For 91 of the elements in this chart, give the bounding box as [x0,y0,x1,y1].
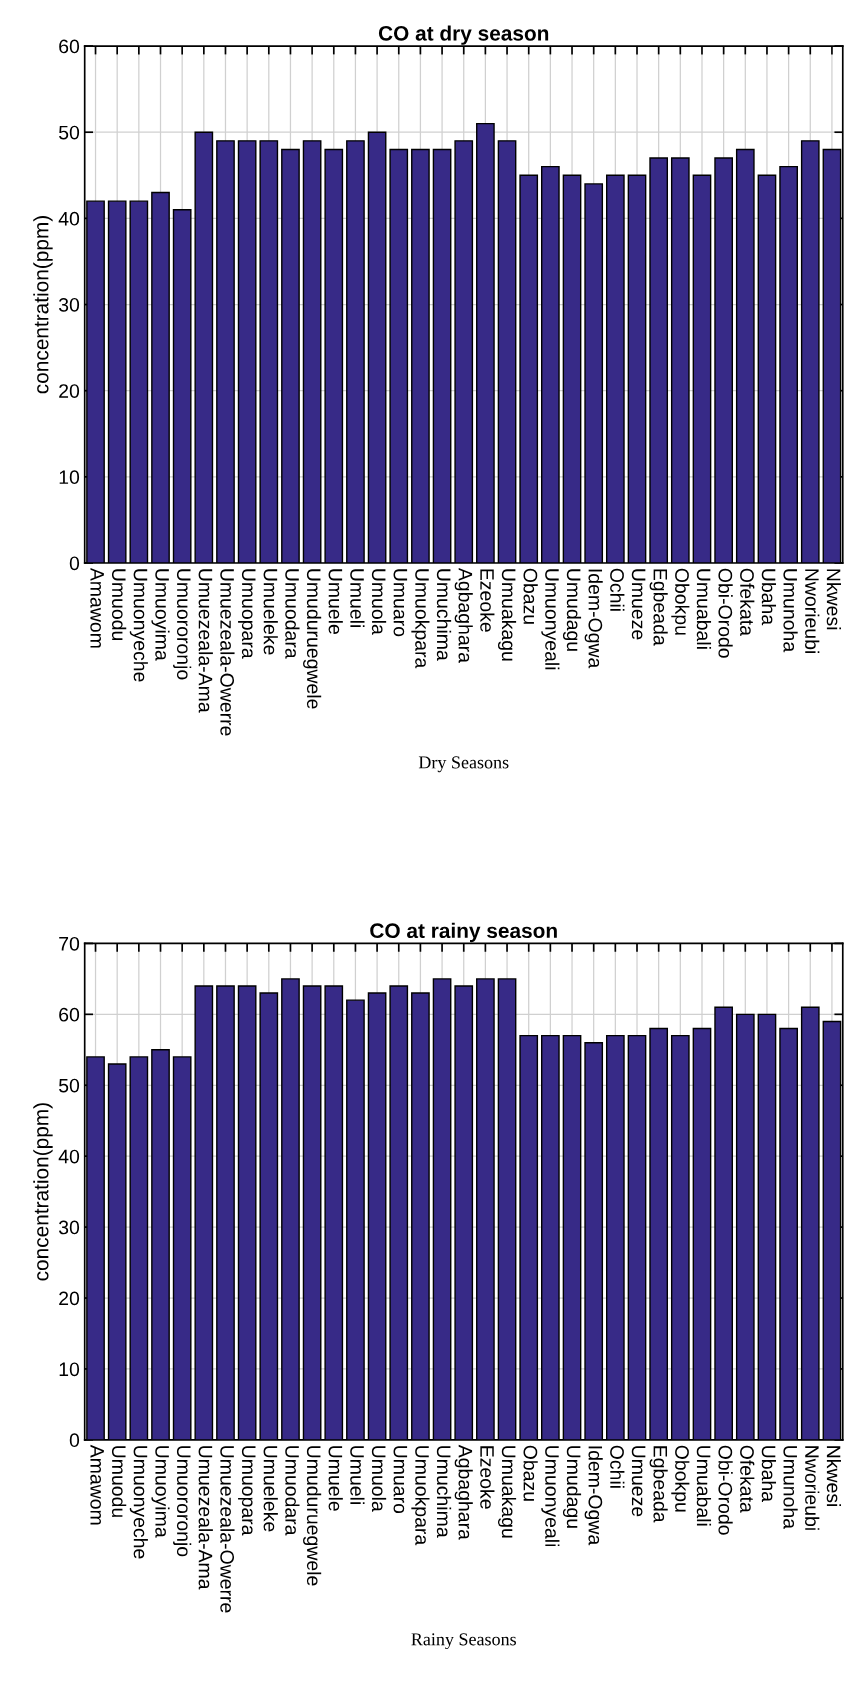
x-tick-label: Umunoha [783,569,798,653]
y-tick-label: 60 [59,39,80,54]
x-tick-label: Obi-Orodo [718,568,733,658]
x-tick-label: Umuonyeali [541,569,560,670]
y-tick-label: 20 [59,384,80,398]
y-tick-label: 40 [58,1149,80,1164]
x-tick-label: Obi-Orodo [718,1445,733,1535]
x-tick-label: Umuororonjo [173,1446,192,1557]
x-tick-label: Umueleke [263,1446,278,1532]
x-tick-label: Umueli [350,569,365,628]
x-tick-label: Umudagu [562,569,582,651]
x-tick-label: Umuezeala-Ama [198,569,213,713]
x-tick-label: Umuoyima [151,1446,170,1538]
x-tick-label: Ochii [610,568,625,611]
x-tick-label: Umuchima [436,1446,452,1538]
x-tick-label: Nworieubi [805,569,820,653]
x-tick-label: Amawom [90,567,104,648]
x-axis-title: Dry Seasons [418,756,509,773]
x-tick-label: Umuopara [238,1446,256,1536]
x-tick-label: Umuokpara [411,1446,430,1546]
x-tick-label: Obokpu [671,568,690,635]
x-tick-label: Agbaghara [454,1444,473,1540]
x-tick-label: Agbaghara [454,567,473,663]
x-tick-label: Umuakagu [497,569,517,661]
y-tick-label: 10 [59,470,80,485]
x-tick-label: Egbeada [649,569,668,646]
y-axis-title: concentration(ppm) [33,1103,53,1281]
x-tick-label: Umuororonjo [173,569,192,680]
x-tick-label: Umueleke [263,569,278,655]
y-tick-label: 60 [59,1007,80,1022]
x-tick-label: Umuezeala-Owerre [220,1446,235,1613]
x-tick-label: Idem-Ogwa [584,1446,603,1546]
x-tick-label: Umuabali [696,569,712,649]
x-tick-label: Nkwesi [826,1446,841,1507]
x-tick-label: Umuopara [238,569,256,659]
x-tick-label: Ubaha [761,569,777,626]
x-tick-label: Ezeoke [480,1446,495,1509]
x-tick-label: Umuola [371,1446,387,1512]
x-tick-label: Umuaro [393,569,408,637]
x-tick-label: Ofekata [740,1445,755,1513]
y-tick-label: 0 [69,556,80,571]
x-tick-label: Idem-Ogwa [584,569,603,669]
x-tick-label: Obazu [523,568,538,624]
x-tick-label: Umuonyeche [129,569,148,682]
chart-title: CO at rainy season [370,922,557,943]
y-tick-label: 10 [59,1362,80,1377]
x-tick-label: Umuola [371,569,387,635]
y-tick-label: 30 [58,297,80,312]
x-tick-label: Nkwesi [826,569,841,630]
y-axis-title: concentration(ppm) [33,216,53,394]
y-tick-label: 50 [58,1078,80,1093]
x-tick-label: Ochii [610,1445,625,1488]
y-tick-label: 30 [58,1220,80,1235]
x-tick-label: Umuduruegwele [303,569,322,709]
y-tick-label: 50 [58,125,80,140]
x-tick-label: Umuodu [111,1446,127,1517]
x-tick-label: Umuduruegwele [303,1446,322,1586]
x-tick-label: Umuodara [285,1446,300,1536]
x-tick-label: Umuodu [111,569,127,641]
x-tick-label: Umudagu [562,1446,582,1528]
chart-title: CO at dry season [378,25,549,45]
x-tick-label: Umueze [631,1446,646,1517]
x-tick-label: Umuele [328,569,343,634]
y-tick-label: 20 [59,1291,80,1306]
x-tick-label: Umuonyeche [129,1446,148,1559]
x-tick-label: Umuele [328,1446,343,1511]
x-tick-label: Nworieubi [805,1446,820,1530]
x-tick-label: Umuonyeali [541,1446,560,1547]
x-tick-label: Obokpu [671,1445,690,1512]
x-tick-label: Umuoyima [151,569,170,661]
x-tick-label: Umuezeala-Ama [198,1446,213,1590]
x-tick-label: Amawom [90,1444,104,1525]
y-tick-label: 0 [69,1433,80,1448]
x-tick-label: Ofekata [740,568,755,636]
x-tick-label: Umunoha [783,1446,798,1530]
x-tick-label: Umuabali [696,1446,712,1526]
y-tick-label: 40 [58,211,80,226]
x-tick-label: Umuakagu [497,1446,517,1538]
x-tick-label: Umuokpara [411,569,430,669]
x-tick-label: Umuaro [393,1446,408,1514]
x-tick-label: Ubaha [761,1446,777,1503]
x-tick-label: Egbeada [649,1446,668,1523]
x-tick-label: Umuodara [285,569,300,659]
x-tick-label: Umueze [631,569,646,640]
x-tick-label: Obazu [523,1445,538,1501]
x-tick-label: Umuezeala-Owerre [220,569,235,736]
x-axis-title: Rainy Seasons [411,1633,516,1650]
x-tick-label: Umueli [350,1446,365,1504]
x-tick-label: Ezeoke [480,569,495,632]
y-tick-label: 70 [59,936,80,951]
x-tick-label: Umuchima [436,569,452,661]
